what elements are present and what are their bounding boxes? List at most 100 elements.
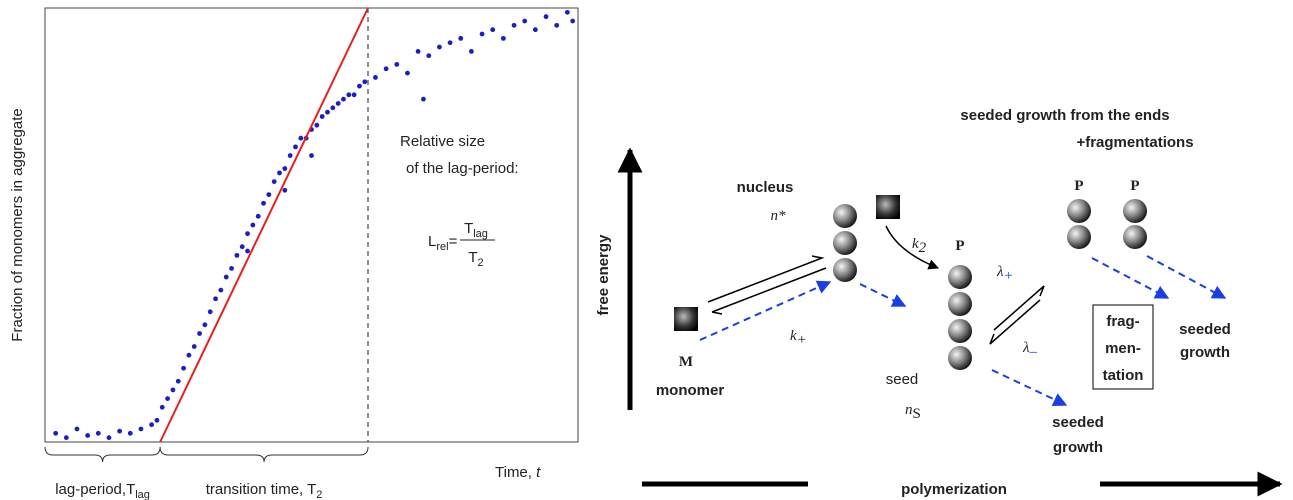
data-point <box>511 22 517 28</box>
k2-symbol: k <box>912 236 919 252</box>
data-point <box>74 426 80 432</box>
data-point <box>479 31 485 37</box>
data-point <box>95 430 101 436</box>
formula-num-t: T <box>464 220 473 237</box>
lambda-plus: λ+ <box>996 264 1014 284</box>
data-point <box>319 114 325 119</box>
data-point <box>154 417 160 423</box>
data-point <box>234 252 240 258</box>
data-point <box>543 14 549 20</box>
x-axis-label: Time, t <box>495 464 541 481</box>
formula-eq: = <box>449 233 458 250</box>
header: +fragmentations <box>1076 134 1193 151</box>
lambda-minus: λ– <box>1022 340 1038 360</box>
data-point <box>245 248 250 254</box>
monomer-cube <box>674 307 698 331</box>
data-point <box>255 213 261 219</box>
kplus-sub: + <box>797 332 807 348</box>
data-point <box>223 274 229 280</box>
lambda-minus-symbol: λ <box>1022 340 1030 356</box>
fragmentation: men- <box>1105 340 1141 357</box>
data-point <box>293 144 298 150</box>
data-point <box>383 66 389 72</box>
data-point <box>165 396 170 401</box>
data-point <box>213 296 218 302</box>
x-axis-label-text: Time, <box>495 464 536 481</box>
formula-num-sub: lag <box>473 228 488 240</box>
data-point <box>207 309 213 315</box>
formula-lhs: Lrel= <box>428 233 458 253</box>
data-point <box>191 344 197 349</box>
lag-label-text: lag-period,T <box>55 481 135 498</box>
p-label: P <box>955 238 964 254</box>
data-point <box>373 75 378 80</box>
formula-den-sub: 2 <box>478 257 484 269</box>
data-point <box>330 105 336 111</box>
data-point <box>106 435 112 441</box>
data-point <box>261 200 266 206</box>
dashed-arrows <box>699 255 1227 406</box>
seed-label: seed <box>886 371 919 388</box>
data-point <box>447 40 453 46</box>
formula-num: Tlag <box>464 220 488 240</box>
data-point <box>298 135 304 141</box>
data-point <box>250 222 256 228</box>
formula-den-t: T <box>468 249 477 266</box>
chart: Fraction of monomers in aggregate Time, … <box>9 7 579 500</box>
lambda-minus-sub: – <box>1029 344 1038 360</box>
data-point <box>159 404 165 410</box>
data-point <box>229 266 234 271</box>
seed-sub: S <box>913 406 921 422</box>
transition-label: transition time, T2 <box>206 481 323 500</box>
seed-n: n <box>905 402 913 418</box>
annotation-line: of the lag-period: <box>406 160 519 177</box>
data-point <box>362 79 368 85</box>
kplus: k+ <box>790 328 807 348</box>
data-point <box>138 426 144 432</box>
data-point <box>63 435 69 441</box>
brace <box>159 446 369 463</box>
data-point <box>421 96 426 102</box>
lag-label-sub: lag <box>135 489 150 500</box>
plot-frame <box>44 7 579 443</box>
data-point <box>500 35 506 41</box>
data-point <box>239 244 245 250</box>
data-point <box>202 322 208 328</box>
data-point <box>554 22 560 28</box>
data-point <box>469 49 474 54</box>
data-point <box>314 122 320 128</box>
data-point <box>564 9 570 15</box>
monomer-label: monomer <box>656 382 725 399</box>
data-point <box>117 428 123 434</box>
header: seeded growth from the ends <box>960 107 1169 124</box>
nucleus-label: nucleus <box>737 179 794 196</box>
data-point <box>522 18 528 24</box>
data-point <box>197 331 202 336</box>
data-point <box>127 430 133 436</box>
seed-symbol: nS <box>905 402 921 422</box>
p-label: P <box>1130 178 1139 194</box>
lambda-plus-sub: + <box>1004 268 1014 284</box>
seeded-growth: seeded <box>1179 321 1231 338</box>
data-point <box>325 109 330 115</box>
data-point <box>357 83 362 89</box>
nucleus-symbol: n* <box>771 208 787 224</box>
data-point <box>271 179 277 185</box>
data-point <box>287 153 293 158</box>
formula-den: T2 <box>468 249 483 269</box>
data-point <box>282 166 288 171</box>
spheres <box>833 199 1147 370</box>
data-point <box>490 27 496 33</box>
data-point <box>351 92 357 98</box>
data-point <box>170 387 176 393</box>
fragmentation: tation <box>1103 367 1144 384</box>
lag-label: lag-period,Tlag <box>55 481 150 500</box>
data-point <box>335 101 341 106</box>
fit-line <box>159 7 369 443</box>
data-point <box>175 378 181 384</box>
y-axis-title: free energy <box>595 234 612 316</box>
data-point <box>394 62 400 67</box>
data-point <box>218 287 224 293</box>
transition-label-text: transition time, T <box>206 481 317 498</box>
